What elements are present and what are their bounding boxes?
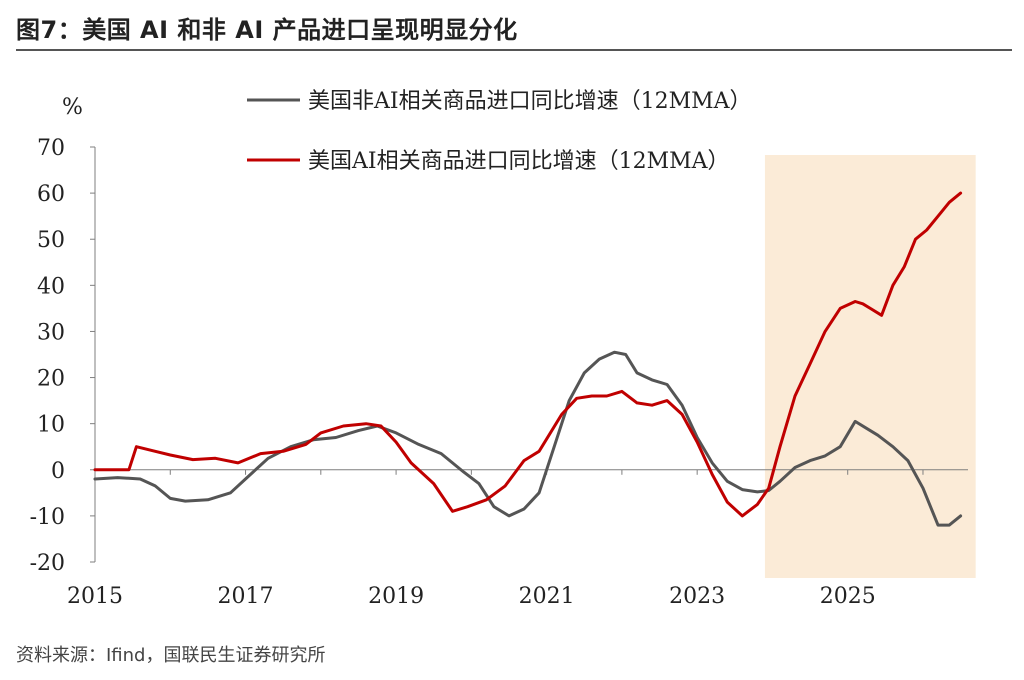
title-divider (16, 49, 1012, 51)
x-tick-label: 2017 (218, 584, 274, 609)
y-tick-label: 70 (37, 136, 65, 161)
y-tick-label: 40 (37, 274, 65, 299)
source-note: 资料来源：Ifind，国联民生证券研究所 (16, 645, 326, 666)
chart-series (93, 191, 963, 527)
y-axis-unit-label: % (62, 95, 83, 120)
legend-label: 美国AI相关商品进口同比增速（12MMA） (308, 149, 730, 174)
y-tick-label: 10 (37, 413, 65, 438)
x-tick-label: 2025 (820, 584, 876, 609)
y-tick-label: 50 (37, 228, 65, 253)
series-line-non-ai (93, 350, 963, 527)
y-tick-label: -20 (30, 551, 65, 576)
y-tick-label: 60 (37, 182, 65, 207)
legend-label: 美国非AI相关商品进口同比增速（12MMA） (308, 89, 752, 114)
x-tick-label: 2021 (519, 584, 575, 609)
series-line-ai (93, 191, 963, 518)
y-tick-label: 30 (37, 320, 65, 345)
highlight-region (764, 155, 976, 578)
x-tick-label: 2015 (67, 584, 123, 609)
x-tick-label: 2019 (368, 584, 424, 609)
chart-axes: -20 -10 0 10 20 30 40 50 60 70 2015 2017 2019 2021 202… (30, 136, 968, 609)
y-tick-label: 0 (51, 459, 65, 484)
y-tick-label: 20 (37, 367, 65, 392)
chart-legend: 美国非AI相关商品进口同比增速（12MMA） 美国AI相关商品进口同比增速（12M… (247, 89, 752, 174)
line-chart: -20 -10 0 10 20 30 40 50 60 70 2015 2017 2019 2021 202… (30, 89, 976, 609)
y-tick-label: -10 (30, 505, 65, 530)
chart-title: 图7：美国 AI 和非 AI 产品进口呈现明显分化 (16, 16, 518, 44)
x-tick-label: 2023 (669, 584, 725, 609)
